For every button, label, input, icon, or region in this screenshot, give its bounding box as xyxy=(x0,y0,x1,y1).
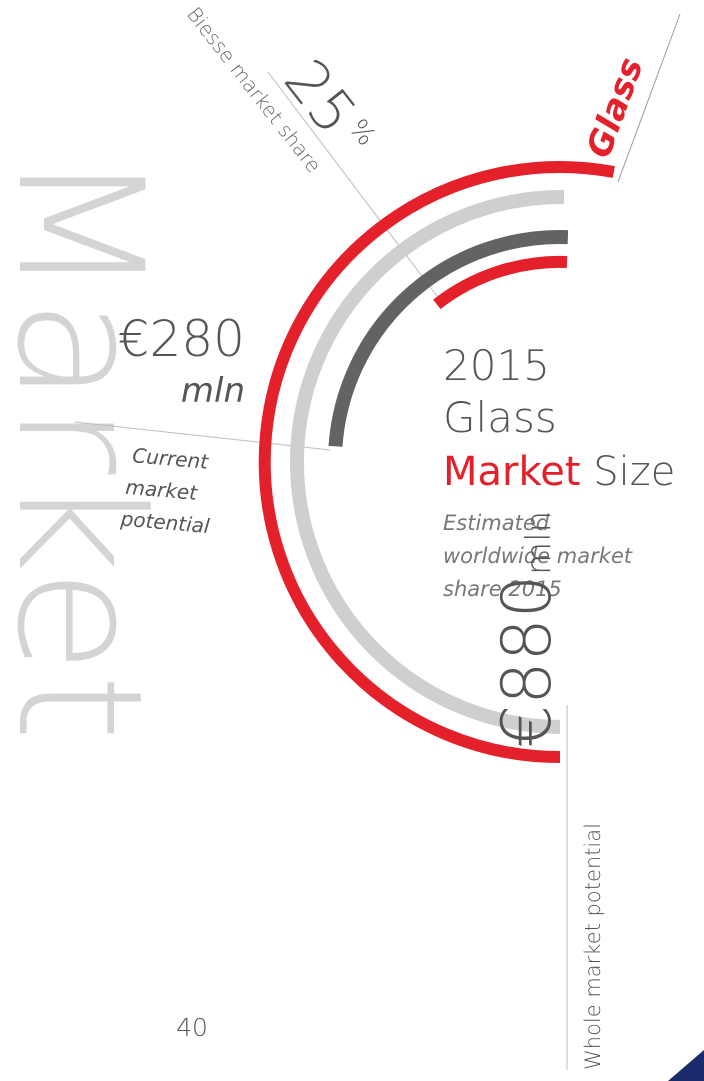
heading-rest: Size xyxy=(593,449,675,495)
outer-arc xyxy=(258,161,615,763)
light-arc xyxy=(290,189,565,734)
subtitle: share 2015 xyxy=(443,577,562,601)
subtitle: Estimated xyxy=(443,511,550,535)
heading-line: Market Size xyxy=(443,449,675,495)
pointer-line xyxy=(267,71,441,301)
whole-label: Whole market potential xyxy=(581,823,605,1070)
whole-unit: mln xyxy=(519,511,559,575)
pointer-line xyxy=(617,13,681,183)
subtitle: worldwide market xyxy=(443,544,633,568)
corner-decoration xyxy=(668,1050,704,1081)
pointer-line xyxy=(74,421,331,451)
page-number: 40 xyxy=(176,1013,208,1042)
current-unit: mln xyxy=(181,371,245,411)
watermark: Market xyxy=(0,150,180,741)
inner-arc xyxy=(433,255,568,310)
whole-value-line: €880mln xyxy=(488,511,567,748)
heading-year: 2015 xyxy=(443,341,550,390)
dark-arc xyxy=(328,230,569,447)
heading-line: Glass xyxy=(443,393,557,442)
current-value: €280 xyxy=(118,310,245,368)
whole-value: €880 xyxy=(488,575,567,748)
sector: Glass xyxy=(579,53,652,163)
heading-highlight: Market xyxy=(443,449,581,495)
